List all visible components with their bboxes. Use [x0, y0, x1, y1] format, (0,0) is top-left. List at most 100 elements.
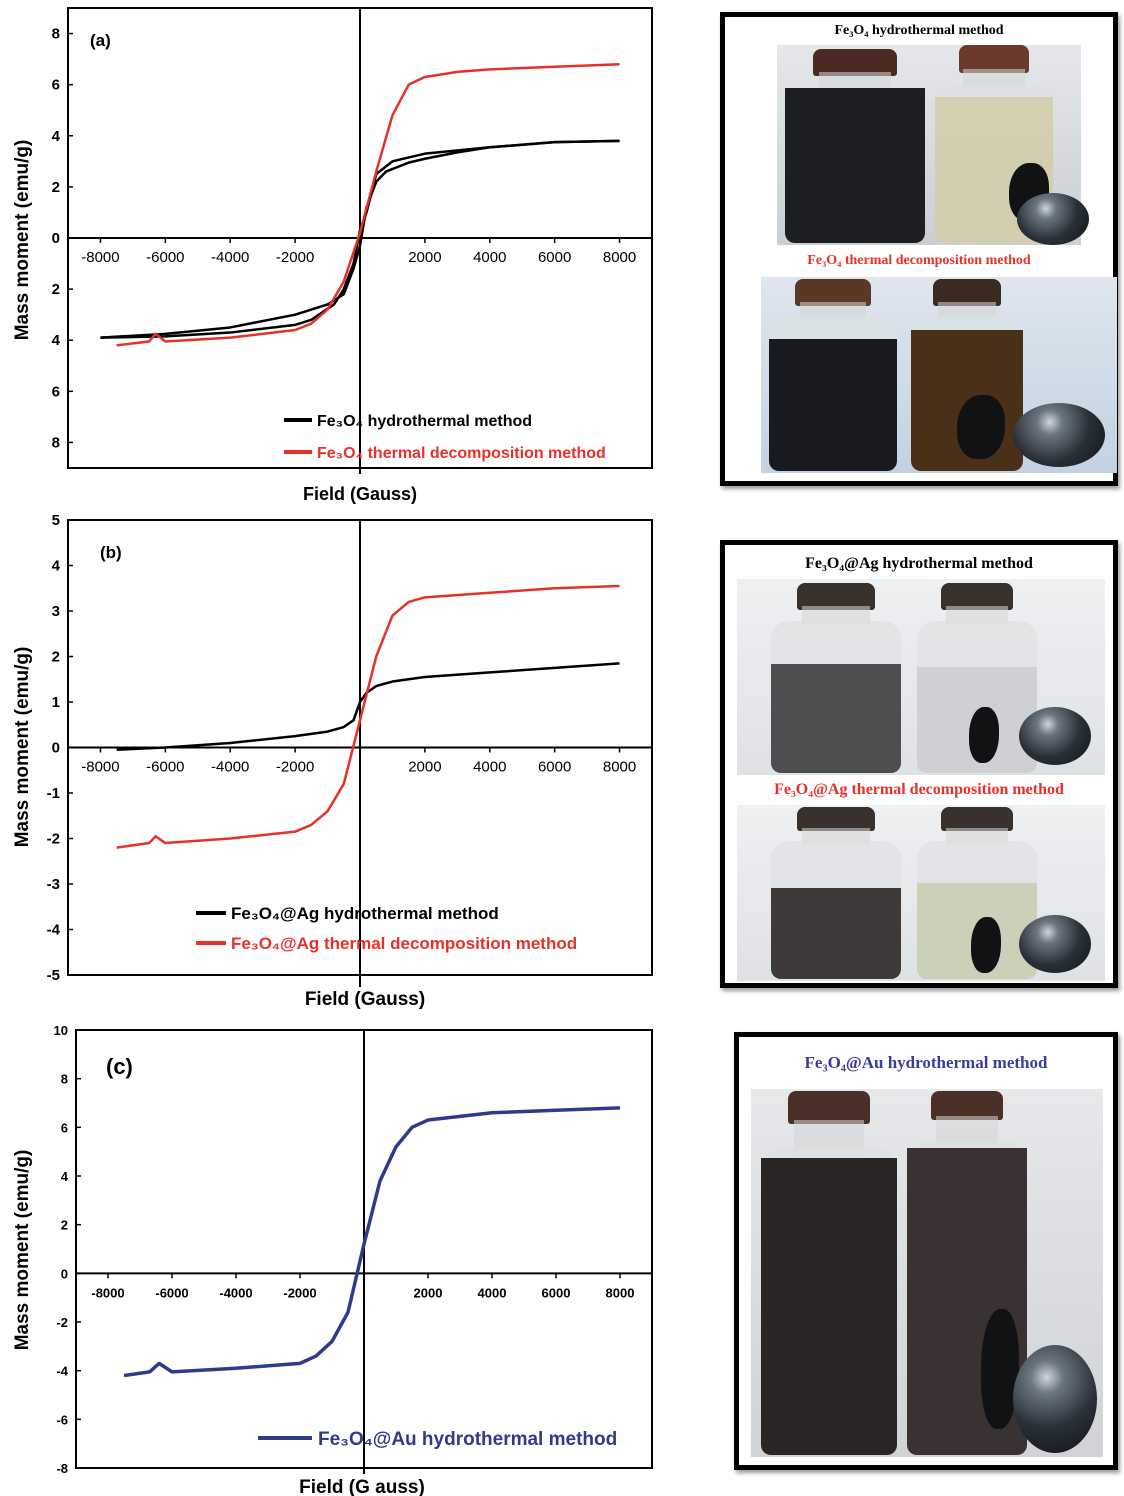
- chart-c-x-tick-label: 2000: [414, 1285, 443, 1300]
- chart-b-x-tick-label: -2000: [276, 759, 314, 776]
- photo-a-bottom-title: Fe₃O₄ thermal decomposition method: [807, 253, 1031, 268]
- chart-b-x-tick-label: -4000: [211, 759, 249, 776]
- magnet-a2: [1013, 403, 1105, 467]
- chart-b-y-tick-label: -5: [47, 967, 60, 984]
- vial-b1: [771, 583, 901, 773]
- chart-c-y-tick-label: 8: [61, 1072, 68, 1087]
- chart-a-x-tick-label: -6000: [146, 249, 184, 266]
- chart-a-y-tick-label: 6: [52, 383, 60, 400]
- chart-a-legend-label-0: Fe₃O₄ hydrothermal method: [317, 413, 532, 430]
- chart-c-y-tick-label: 2: [61, 1218, 68, 1233]
- chart-c-x-tick-label: 4000: [478, 1285, 507, 1300]
- photo-a-top: [777, 45, 1089, 245]
- chart-c-y-tick-label: 4: [61, 1169, 69, 1184]
- chart-b-x-tick-label: 2000: [408, 759, 441, 776]
- chart-b-legend-label-0: Fe₃O₄@Ag hydrothermal method: [231, 904, 499, 923]
- photo-c: [751, 1089, 1103, 1457]
- chart-b-panel-label: (b): [100, 543, 122, 562]
- chart-a-legend-label-1: Fe₃O₄ thermal decomposition method: [317, 445, 606, 462]
- chart-b-legend-label-1: Fe₃O₄@Ag thermal decomposition method: [231, 934, 577, 953]
- chart-a-ylabel: Mass moment (emu/g): [12, 140, 33, 341]
- chart-b-y-tick-label: 0: [52, 740, 60, 757]
- chart-b-y-tick-label: 2: [52, 649, 60, 666]
- chart-a-x-tick-label: -2000: [276, 249, 314, 266]
- chart-c-y-tick-label: 0: [61, 1266, 68, 1281]
- chart-b-ylabel: Mass moment (emu/g): [12, 647, 33, 848]
- chart-b-y-tick-label: 3: [52, 603, 60, 620]
- magnet-b2: [1019, 915, 1091, 973]
- chart-b-x-tick-label: -6000: [146, 759, 184, 776]
- magnet-b1: [1019, 707, 1091, 765]
- chart-a-panel-label: (a): [90, 31, 111, 50]
- chart-b-series-0-line: [116, 662, 620, 752]
- chart-b-y-tick-label: -2: [47, 831, 60, 848]
- chart-a-x-tick-label: -4000: [211, 249, 249, 266]
- chart-a: -8000 -6000 -4000 -2000 2000 4000 6000 8000 8 6 4 2…: [12, 7, 653, 504]
- chart-c-x-tick-label: -8000: [91, 1285, 124, 1300]
- chart-b-x-tick-label: 6000: [538, 759, 571, 776]
- chart-c-x-tick-label: -6000: [155, 1285, 188, 1300]
- chart-a-xlabel: Field (Gauss): [303, 484, 417, 504]
- chart-c-y-tick-label: -4: [56, 1364, 68, 1379]
- chart-a-series-1-line: [116, 62, 620, 347]
- chart-a-y-tick-label: 0: [52, 230, 60, 247]
- chart-b-series-1-line: [116, 584, 620, 849]
- chart-b-y-tick-label: -1: [47, 785, 60, 802]
- photo-a-bottom: [761, 277, 1117, 473]
- vial-a4: [911, 279, 1023, 471]
- chart-c-x-tick-label: -2000: [283, 1285, 316, 1300]
- chart-c-x-tick-label: 6000: [542, 1285, 571, 1300]
- photo-a-top-title: Fe₃O₄ hydrothermal method: [834, 23, 1004, 38]
- chart-a-y-tick-label: 4: [52, 128, 61, 145]
- chart-c-legend-label-0: Fe₃O₄@Au hydrothermal method: [318, 1429, 617, 1450]
- chart-c-y-tick-label: 6: [61, 1120, 68, 1135]
- photo-b-top: [737, 579, 1105, 775]
- chart-a-x-tick-label: 2000: [408, 249, 441, 266]
- chart-a-y-tick-label: 4: [52, 332, 61, 349]
- chart-b-xlabel: Field (Gauss): [305, 989, 425, 1010]
- chart-c-y-tick-label: -8: [56, 1461, 68, 1476]
- chart-c-panel-label: (c): [106, 1054, 133, 1079]
- magnet-a1: [1017, 193, 1089, 245]
- chart-a-x-tick-label: -8000: [81, 249, 119, 266]
- photo-b-top-title: Fe₃O₄@Ag hydrothermal method: [805, 555, 1033, 572]
- chart-b-y-tick-label: 5: [52, 512, 60, 529]
- chart-a-legend: Fe₃O₄ hydrothermal method Fe₃O₄ thermal …: [284, 413, 606, 462]
- chart-b-x-tick-label: -8000: [81, 759, 119, 776]
- chart-a-y-tick-label: 2: [52, 281, 60, 298]
- chart-a-y-tick-label: 2: [52, 179, 60, 196]
- chart-b-y-tick-label: -3: [47, 876, 60, 893]
- chart-c-y-tick-label: 10: [54, 1023, 68, 1038]
- chart-a-x-tick-label: 8000: [603, 249, 636, 266]
- chart-b-y-tick-label: -4: [47, 922, 61, 939]
- chart-c-legend: Fe₃O₄@Au hydrothermal method: [258, 1429, 617, 1450]
- photo-b-bottom-title: Fe₃O₄@Ag thermal decomposition method: [774, 781, 1064, 798]
- chart-c-y-tick-label: -6: [56, 1412, 68, 1427]
- vial-c1: [761, 1091, 897, 1455]
- photo-box-c: Fe₃O₄@Au hydrothermal method: [734, 1032, 1118, 1470]
- chart-c-xlabel: Field (G auss): [299, 1477, 425, 1496]
- photo-b-bottom: [737, 805, 1105, 981]
- chart-c-x-tick-label: 8000: [606, 1285, 635, 1300]
- chart-c-series-0-line: [123, 1106, 621, 1378]
- chart-b-y-tick-label: 1: [52, 694, 60, 711]
- chart-b-y-tick-label: 4: [52, 558, 61, 575]
- photo-box-a: Fe₃O₄ hydrothermal method Fe₃O₄ thermal …: [720, 12, 1118, 486]
- vial-a3: [769, 279, 897, 471]
- chart-c-x-tick-label: -4000: [219, 1285, 252, 1300]
- chart-b-legend: Fe₃O₄@Ag hydrothermal method Fe₃O₄@Ag th…: [196, 904, 577, 953]
- chart-a-x-tick-label: 4000: [473, 249, 506, 266]
- chart-b: -8000 -6000 -4000 -2000 2000 4000 6000 8000 5 4 3 2…: [12, 512, 653, 1010]
- chart-c: -8000 -6000 -4000 -2000 2000 4000 6000 8000 10 8 6…: [12, 1023, 653, 1496]
- vial-a1: [785, 49, 925, 243]
- photo-box-b: Fe₃O₄@Ag hydrothermal method Fe₃O₄@Ag th…: [720, 540, 1118, 988]
- magnet-c: [1013, 1345, 1097, 1453]
- photo-c-top-title: Fe₃O₄@Au hydrothermal method: [804, 1053, 1048, 1072]
- chart-a-series-0-return-line: [100, 139, 620, 339]
- chart-a-y-tick-label: 8: [52, 434, 60, 451]
- vial-b3: [771, 807, 901, 979]
- chart-b-x-tick-label: 4000: [473, 759, 506, 776]
- chart-a-y-tick-label: 8: [52, 26, 60, 43]
- chart-b-x-tick-label: 8000: [603, 759, 636, 776]
- chart-a-y-tick-label: 6: [52, 77, 60, 94]
